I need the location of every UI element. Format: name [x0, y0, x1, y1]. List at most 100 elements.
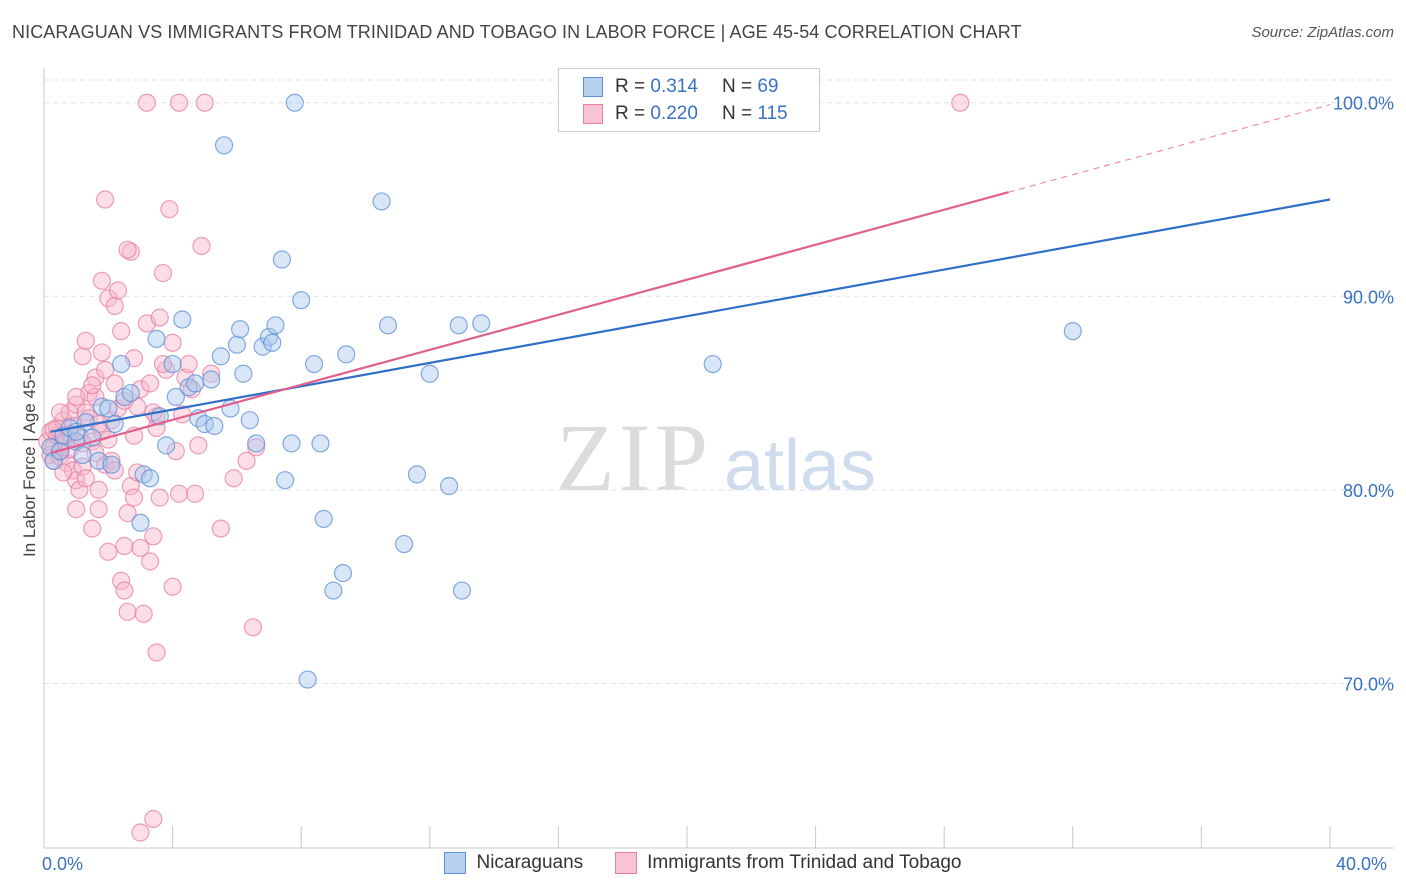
y-tick-label: 90.0% [1343, 287, 1394, 307]
point-nicaraguan [263, 333, 282, 352]
point-trinidad [95, 360, 115, 379]
y-tick-label: 80.0% [1343, 481, 1394, 501]
point-trinidad [83, 376, 102, 395]
point-trinidad [83, 519, 102, 538]
point-nicaraguan [214, 136, 234, 155]
point-trinidad [150, 308, 169, 327]
legend-n-value: 69 [757, 76, 779, 97]
point-trinidad [50, 403, 70, 422]
point-trinidad [70, 480, 89, 499]
point-nicaraguan [253, 337, 272, 356]
point-nicaraguan [186, 374, 205, 393]
point-nicaraguan [147, 329, 166, 348]
point-trinidad [224, 469, 243, 488]
legend-row-nicaraguans: R = 0.314 N = 69 [559, 73, 778, 101]
legend-r-label: R = [615, 76, 646, 97]
point-trinidad [115, 581, 134, 600]
legend-n-value: 115 [757, 103, 788, 124]
point-trinidad [73, 347, 92, 366]
point-trinidad [186, 484, 205, 503]
series-pink-points [38, 93, 970, 842]
legend-r-value: 0.220 [650, 103, 698, 124]
point-nicaraguan [166, 387, 185, 407]
point-nicaraguan [102, 455, 121, 474]
trend-lines [50, 104, 1331, 455]
point-trinidad [131, 823, 150, 842]
point-nicaraguan [298, 670, 317, 689]
point-nicaraguan [1063, 322, 1082, 341]
point-nicaraguan [227, 335, 246, 354]
watermark-atlas: atlas [724, 426, 876, 506]
legend-n-label: N = [721, 103, 753, 124]
point-nicaraguan [420, 364, 439, 383]
point-trinidad [202, 364, 221, 383]
chart-title: NICARAGUAN VS IMMIGRANTS FROM TRINIDAD A… [12, 22, 1022, 42]
point-trinidad [237, 451, 256, 470]
trend-line-nicaraguans [50, 198, 1331, 433]
point-trinidad [105, 296, 124, 316]
point-trinidad [243, 618, 263, 637]
point-trinidad [134, 604, 153, 623]
source-label: Source: ZipAtlas.com [1251, 24, 1394, 41]
point-nicaraguan [231, 320, 250, 339]
point-trinidad [166, 442, 185, 461]
point-nicaraguan [394, 534, 414, 554]
series-legend: Nicaraguans Immigrants from Trinidad and… [0, 852, 1406, 874]
point-trinidad [147, 643, 166, 662]
point-nicaraguan [173, 310, 192, 329]
point-trinidad [247, 438, 266, 457]
trend-line-trinidad-extension [1008, 104, 1331, 193]
point-nicaraguan [439, 476, 459, 496]
point-trinidad [160, 200, 179, 219]
point-trinidad [150, 488, 169, 507]
point-trinidad [211, 519, 230, 538]
point-trinidad [163, 577, 182, 596]
point-trinidad [89, 480, 108, 499]
point-nicaraguan [452, 581, 472, 600]
legend-swatch-pink [583, 104, 603, 124]
point-trinidad [121, 242, 140, 261]
watermark-zip: ZIP [556, 404, 712, 511]
legend-row-trinidad: R = 0.220 N = 115 [559, 100, 788, 128]
legend-r-label: R = [615, 103, 646, 124]
point-nicaraguan [266, 316, 285, 335]
point-nicaraguan [92, 397, 111, 416]
point-trinidad [102, 451, 121, 470]
point-nicaraguan [337, 345, 356, 364]
point-nicaraguan [407, 465, 427, 484]
point-trinidad [131, 538, 150, 558]
point-nicaraguan [131, 513, 150, 532]
point-trinidad [92, 343, 111, 362]
trend-line-trinidad [50, 191, 1009, 455]
legend-n-label: N = [721, 76, 753, 97]
point-nicaraguan [314, 509, 333, 529]
point-trinidad [89, 500, 108, 519]
point-trinidad [153, 354, 173, 374]
point-trinidad [86, 387, 105, 407]
point-trinidad [137, 93, 156, 112]
point-trinidad [115, 536, 134, 556]
point-trinidad [179, 354, 198, 374]
point-nicaraguan [311, 434, 330, 453]
point-trinidad [118, 240, 137, 259]
legend-swatch-blue [444, 852, 467, 874]
legend-label: Immigrants from Trinidad and Tobago [647, 852, 962, 873]
legend-label: Nicaraguans [476, 852, 584, 873]
y-tick-label: 70.0% [1343, 674, 1394, 694]
point-trinidad [99, 542, 118, 561]
correlation-legend: R = 0.314 N = 69 R = 0.220 N = 115 [558, 68, 820, 132]
point-trinidad [54, 463, 73, 482]
point-nicaraguan [157, 436, 176, 455]
point-trinidad [951, 93, 970, 112]
x-tick-max: 40.0% [1336, 854, 1388, 874]
y-tick-label: 100.0% [1333, 94, 1394, 114]
point-trinidad [140, 374, 160, 393]
point-nicaraguan [372, 192, 391, 211]
point-trinidad [140, 552, 160, 571]
point-nicaraguan [304, 354, 324, 374]
point-nicaraguan [112, 354, 131, 374]
legend-swatch-blue [583, 77, 603, 97]
point-trinidad [192, 236, 211, 256]
point-nicaraguan [140, 469, 160, 488]
